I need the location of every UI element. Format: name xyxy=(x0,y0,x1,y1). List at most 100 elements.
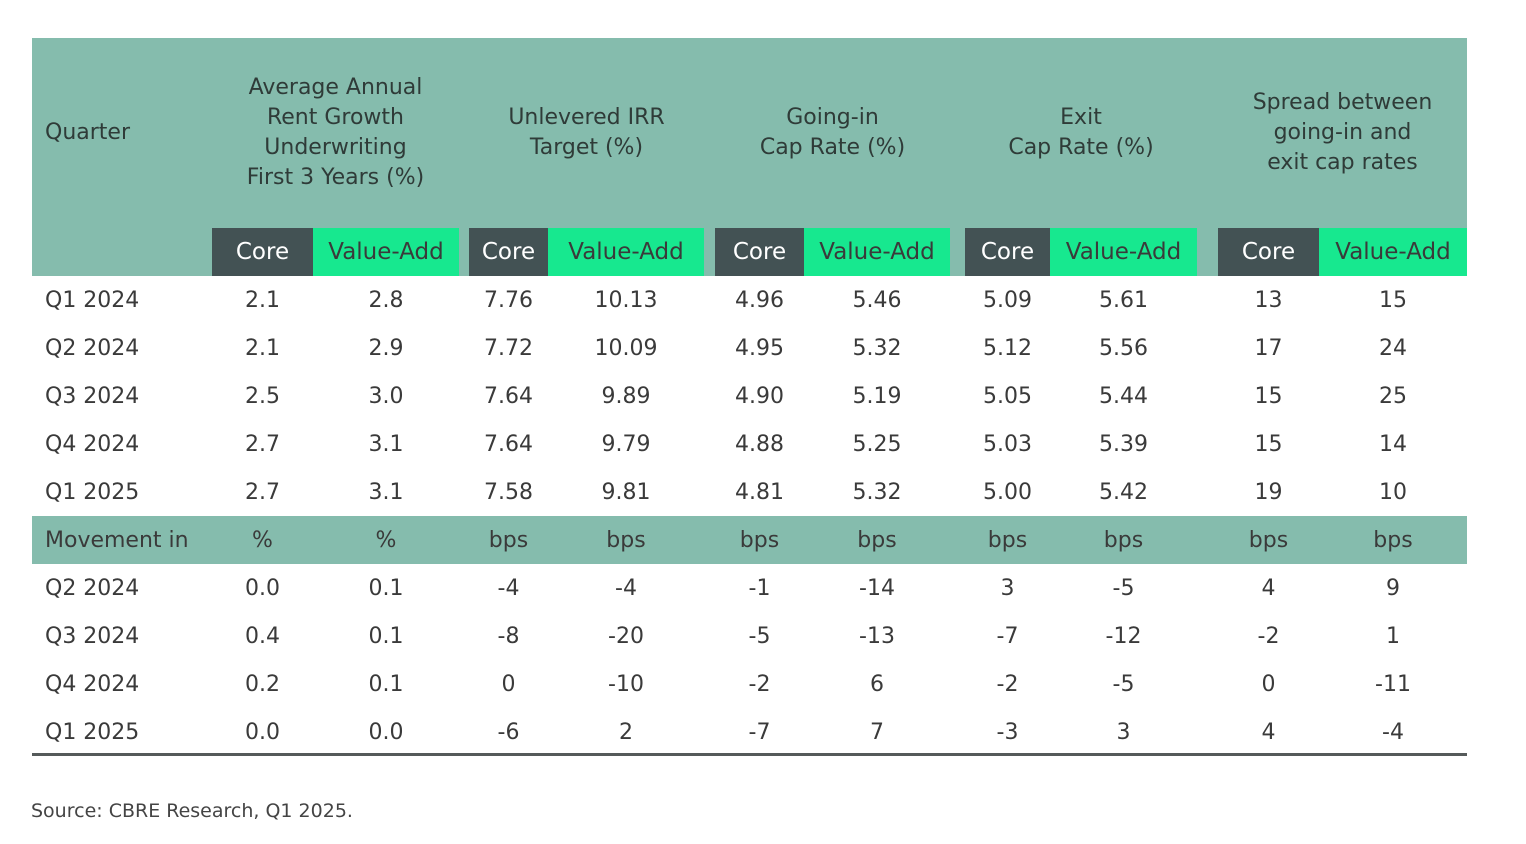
table-cell: -2 xyxy=(996,671,1019,697)
table-cell: 0 xyxy=(501,671,516,697)
table-cell: 24 xyxy=(1379,335,1407,361)
table-cell: 0.0 xyxy=(245,719,280,745)
core-subheader: Core xyxy=(715,228,804,276)
table-cell: 2.7 xyxy=(245,431,280,457)
group-header: Going-in Cap Rate (%) xyxy=(759,105,906,160)
table-cell: bps xyxy=(857,527,897,553)
table-row: Q2 2024 2.1 2.9 7.72 10.09 4.95 5.32 5.12 5.56 17… xyxy=(32,324,1467,372)
table-cell: -1 xyxy=(748,575,771,601)
table-cell: 13 xyxy=(1254,287,1283,313)
table-cell: 5.46 xyxy=(852,287,902,313)
table-cell: 3.1 xyxy=(368,479,404,505)
table-cell: 5.44 xyxy=(1099,383,1148,409)
table-cell: 5.19 xyxy=(852,383,902,409)
table-row: Q3 2024 0.4 0.1 -8 -20 -5 -13 -7 -12 -2 1 xyxy=(32,612,1467,660)
table-cell: 4 xyxy=(1261,575,1276,601)
core-subheader: Core xyxy=(469,228,548,276)
table-cell: 2 xyxy=(619,719,633,745)
row-label: Movement in xyxy=(45,527,189,553)
table-cell: -7 xyxy=(996,623,1019,649)
movement-header-row: Movement in%% bps bps bps bps bps bps bps bps xyxy=(32,516,1467,564)
table-cell: 5.00 xyxy=(983,479,1032,505)
table-cell: 5.32 xyxy=(852,335,902,361)
table-cell: bps xyxy=(488,527,529,553)
table-cell: 7.72 xyxy=(484,335,533,361)
value-add-subheader: Value-Add xyxy=(1050,228,1197,276)
table-cell: -8 xyxy=(497,623,520,649)
table-row: Q1 2025 2.7 3.1 7.58 9.81 4.81 5.32 5.00 5.42 19 1… xyxy=(32,468,1467,516)
table-cell: 10.09 xyxy=(594,335,658,361)
table-cell: bps xyxy=(1373,527,1413,553)
table-cell: 17 xyxy=(1254,335,1283,361)
table-cell: 5.09 xyxy=(983,287,1032,313)
core-subheader: Core xyxy=(212,228,313,276)
value-add-subheader: Value-Add xyxy=(1319,228,1467,276)
table-cell: 15 xyxy=(1379,287,1407,313)
table-cell: 3 xyxy=(1116,719,1131,745)
table-cell: 0.4 xyxy=(245,623,280,649)
table-cell: 15 xyxy=(1254,383,1283,409)
table-cell: 2.9 xyxy=(368,335,404,361)
table-cell: 9.79 xyxy=(601,431,651,457)
table-cell: 7.76 xyxy=(484,287,533,313)
row-label: Q4 2024 xyxy=(45,431,140,457)
table-cell: 5.05 xyxy=(983,383,1032,409)
table-cell: 7 xyxy=(870,719,884,745)
table-cell: 0 xyxy=(1261,671,1276,697)
table-cell: 0.0 xyxy=(368,719,404,745)
table-cell: -10 xyxy=(608,671,644,697)
table-cell: -2 xyxy=(1257,623,1280,649)
group-header: Exit Cap Rate (%) xyxy=(1008,105,1154,160)
bottom-rule xyxy=(32,753,1467,756)
table-cell: bps xyxy=(739,527,780,553)
table-cell: -4 xyxy=(615,575,637,601)
table-cell: 6 xyxy=(870,671,884,697)
table-cell: 5.25 xyxy=(852,431,902,457)
group-header: Spread between going-in and exit cap rat… xyxy=(1252,90,1433,175)
table-cell: -4 xyxy=(497,575,520,601)
table-cell: -4 xyxy=(1382,719,1404,745)
table-cell: 3.0 xyxy=(368,383,404,409)
source-note: Source: CBRE Research, Q1 2025. xyxy=(31,800,353,822)
value-add-subheader: Value-Add xyxy=(804,228,950,276)
group-header: Average Annual Rent Growth Underwriting … xyxy=(246,75,425,190)
table-cell: 4.95 xyxy=(735,335,784,361)
table-cell: -6 xyxy=(497,719,520,745)
table-cell: 5.03 xyxy=(983,431,1032,457)
table-cell: 10.13 xyxy=(594,287,658,313)
table-cell: -11 xyxy=(1375,671,1411,697)
table-cell: 15 xyxy=(1254,431,1283,457)
table-cell: 4 xyxy=(1261,719,1276,745)
group-header: Unlevered IRR Target (%) xyxy=(508,105,665,160)
table-cell: 0.2 xyxy=(245,671,280,697)
table-row: Q1 2024 2.1 2.8 7.76 10.13 4.96 5.46 5.09 5.61 13… xyxy=(32,276,1467,324)
core-subheader: Core xyxy=(1218,228,1319,276)
table-cell: 0.1 xyxy=(368,623,404,649)
table-cell: -2 xyxy=(748,671,771,697)
table-cell: bps xyxy=(1248,527,1289,553)
table-cell: -5 xyxy=(1112,575,1135,601)
table-row: Q4 2024 2.7 3.1 7.64 9.79 4.88 5.25 5.03 5.39 15 1… xyxy=(32,420,1467,468)
table-cell: 25 xyxy=(1379,383,1407,409)
table-cell: -20 xyxy=(608,623,644,649)
row-label: Q3 2024 xyxy=(45,623,140,649)
row-label: Q1 2025 xyxy=(45,719,140,745)
table-row: Q3 2024 2.5 3.0 7.64 9.89 4.90 5.19 5.05 5.44 15 2… xyxy=(32,372,1467,420)
table-cell: 4.81 xyxy=(735,479,784,505)
row-label: Q2 2024 xyxy=(45,335,140,361)
table-cell: 7.58 xyxy=(484,479,533,505)
table-row: Q2 2024 0.0 0.1 -4 -4 -1 -14 3 -5 4 9 xyxy=(32,564,1467,612)
table-cell: 19 xyxy=(1254,479,1283,505)
table-cell: % xyxy=(252,527,273,553)
table-cell: 9.81 xyxy=(601,479,651,505)
row-label: Q1 2024 xyxy=(45,287,140,313)
table-cell: 7.64 xyxy=(484,383,533,409)
table-cell: % xyxy=(375,527,397,553)
table-row: Q4 2024 0.2 0.1 0 -10 -2 6 -2 -5 0 -11 xyxy=(32,660,1467,708)
table-cell: 5.56 xyxy=(1099,335,1148,361)
table-cell: -12 xyxy=(1105,623,1142,649)
table-cell: 0.0 xyxy=(245,575,280,601)
table-cell: 9.89 xyxy=(601,383,651,409)
table-cell: 5.12 xyxy=(983,335,1032,361)
table-cell: 5.32 xyxy=(852,479,902,505)
